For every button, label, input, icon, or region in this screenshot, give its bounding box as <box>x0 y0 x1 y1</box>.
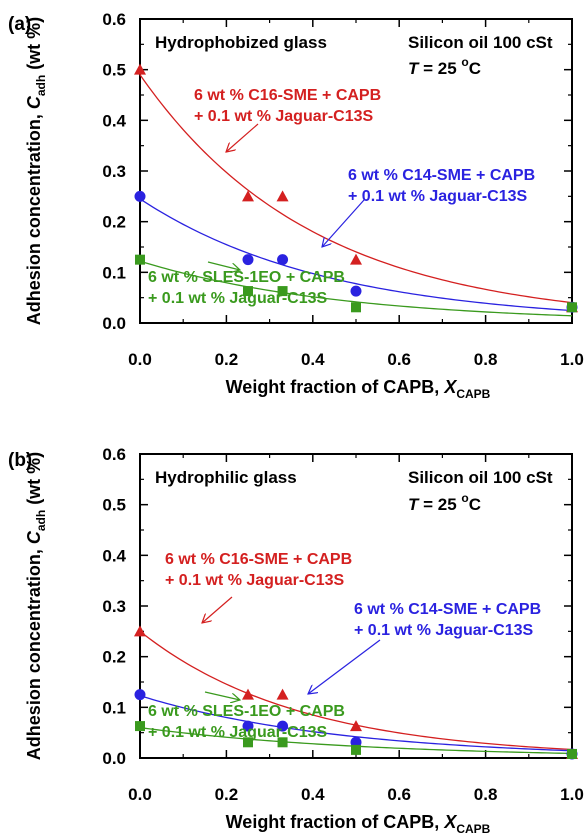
data-point-triangle <box>134 625 146 637</box>
y-tick-label: 0.6 <box>102 445 126 464</box>
series-arrow <box>308 639 381 694</box>
x-tick-label: 0.6 <box>387 350 411 369</box>
data-point-square <box>351 744 361 755</box>
data-point-square <box>277 286 288 297</box>
data-point-circle <box>277 254 289 266</box>
series-label: 6 wt % C16-SME + CAPB <box>165 551 352 568</box>
data-point-circle <box>350 285 362 297</box>
data-point-square <box>567 748 577 759</box>
x-tick-label: 0.0 <box>128 785 152 804</box>
x-tick-label: 0.8 <box>474 785 498 804</box>
data-point-square <box>351 302 361 313</box>
y-axis-label: Adhesion concentration, Cadh (wt %) <box>24 17 48 325</box>
x-axis-label: Weight fraction of CAPB, XCAPB <box>226 377 491 401</box>
series-arrow <box>226 123 259 152</box>
data-point-square <box>567 302 577 313</box>
x-tick-label: 0.8 <box>474 350 498 369</box>
fit-curve-1 <box>139 74 573 304</box>
x-tick-label: 0.6 <box>387 785 411 804</box>
data-point-square <box>135 254 145 265</box>
surface-annotation: Hydrophilic glass <box>155 468 297 487</box>
data-point-circle <box>242 254 254 266</box>
x-axis-label: Weight fraction of CAPB, XCAPB <box>226 812 491 834</box>
data-point-square <box>277 737 288 748</box>
x-tick-label: 0.2 <box>215 350 239 369</box>
data-point-triangle <box>276 688 289 700</box>
panel-label: (b) <box>8 450 32 471</box>
data-point-square <box>243 737 253 748</box>
data-point-square <box>135 721 145 732</box>
y-tick-label: 0.5 <box>102 61 126 80</box>
x-tick-label: 0.4 <box>301 785 325 804</box>
temperature-annotation: T = 25 oC <box>408 491 481 514</box>
x-tick-label: 0.2 <box>215 785 239 804</box>
panel-label: (a) <box>8 14 31 35</box>
fit-curve-3 <box>139 260 573 317</box>
x-tick-label: 1.0 <box>560 350 584 369</box>
x-tick-label: 0.0 <box>128 350 152 369</box>
series-label: 6 wt % SLES-1EO + CAPB <box>148 269 345 286</box>
y-tick-label: 0.0 <box>102 749 126 768</box>
series-label: 6 wt % C14-SME + CAPB <box>348 167 535 184</box>
data-point-circle <box>277 720 289 732</box>
series-label-line2: + 0.1 wt % Jaguar-C13S <box>165 572 345 589</box>
temperature-annotation: T = 25 oC <box>408 55 481 78</box>
oil-annotation: Silicon oil 100 cSt <box>408 33 553 52</box>
y-tick-label: 0.1 <box>102 698 126 717</box>
series-label-line2: + 0.1 wt % Jaguar-C13S <box>354 622 534 639</box>
y-tick-label: 0.4 <box>102 546 126 565</box>
data-point-triangle <box>276 190 289 202</box>
surface-annotation: Hydrophobized glass <box>155 33 327 52</box>
series-label-line2: + 0.1 wt % Jaguar-C13S <box>194 108 374 125</box>
y-tick-label: 0.2 <box>102 648 126 667</box>
data-point-triangle <box>350 720 362 732</box>
y-tick-label: 0.6 <box>102 10 126 29</box>
fit-curve-2 <box>139 198 573 312</box>
series-arrow <box>204 691 240 700</box>
series-arrow <box>202 596 233 623</box>
series-arrow <box>322 199 365 247</box>
x-tick-label: 0.4 <box>301 350 325 369</box>
y-tick-label: 0.4 <box>102 111 126 130</box>
x-tick-label: 1.0 <box>560 785 584 804</box>
series-label: 6 wt % SLES-1EO + CAPB <box>148 703 345 720</box>
data-point-triangle <box>350 253 362 265</box>
data-point-triangle <box>134 63 146 75</box>
data-point-circle <box>134 689 146 701</box>
series-label: 6 wt % C14-SME + CAPB <box>354 601 541 618</box>
data-point-square <box>243 286 253 297</box>
y-tick-label: 0.2 <box>102 213 126 232</box>
oil-annotation: Silicon oil 100 cSt <box>408 468 553 487</box>
y-tick-label: 0.5 <box>102 496 126 515</box>
series-label-line2: + 0.1 wt % Jaguar-C13S <box>148 290 328 307</box>
y-tick-label: 0.1 <box>102 263 126 282</box>
data-point-triangle <box>242 688 254 700</box>
y-tick-label: 0.3 <box>102 162 126 181</box>
y-axis-label: Adhesion concentration, Cadh (wt %) <box>24 452 48 760</box>
series-arrow <box>207 261 240 270</box>
series-label-line2: + 0.1 wt % Jaguar-C13S <box>348 188 528 205</box>
series-label: 6 wt % C16-SME + CAPB <box>194 87 381 104</box>
y-tick-label: 0.3 <box>102 597 126 616</box>
data-point-circle <box>134 190 146 202</box>
y-tick-label: 0.0 <box>102 314 126 333</box>
data-point-triangle <box>242 190 254 202</box>
data-point-circle <box>242 720 254 732</box>
fit-curve-2 <box>139 695 573 752</box>
series-label-line2: + 0.1 wt % Jaguar-C13S <box>148 724 328 741</box>
